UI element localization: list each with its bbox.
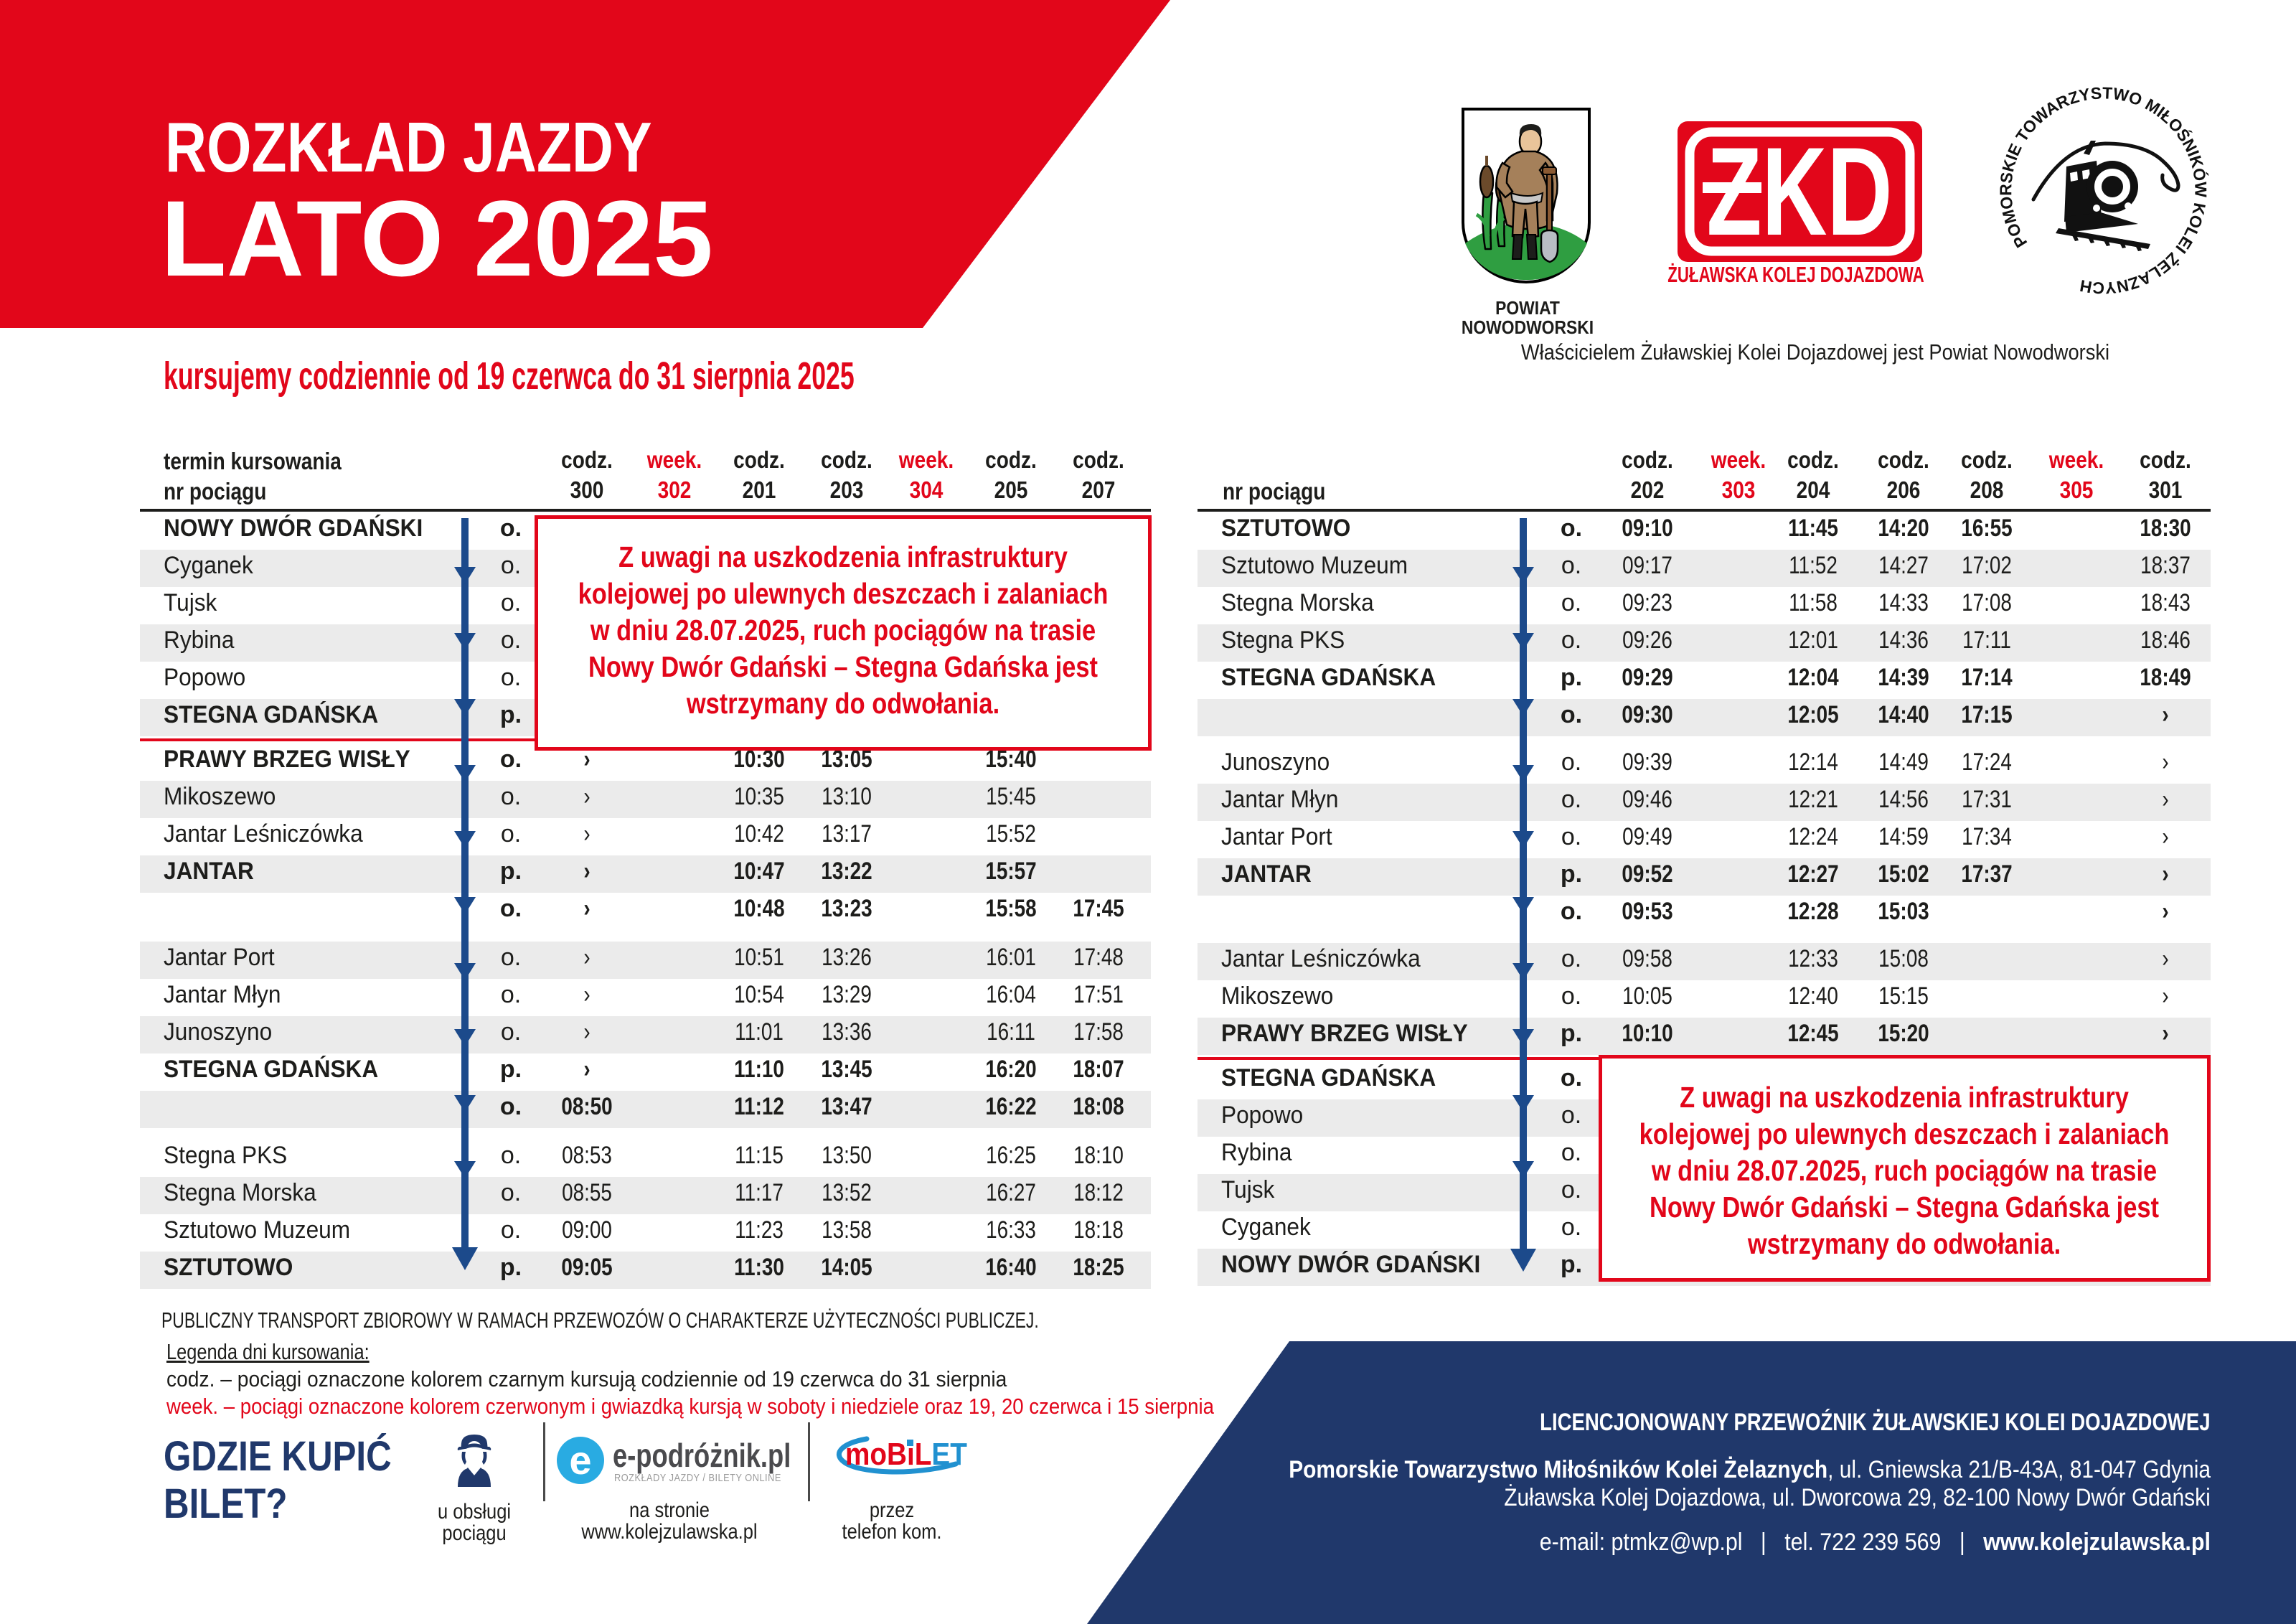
svg-text:e: e — [569, 1437, 591, 1483]
svg-text:moBiLET: moBiLET — [845, 1436, 967, 1472]
